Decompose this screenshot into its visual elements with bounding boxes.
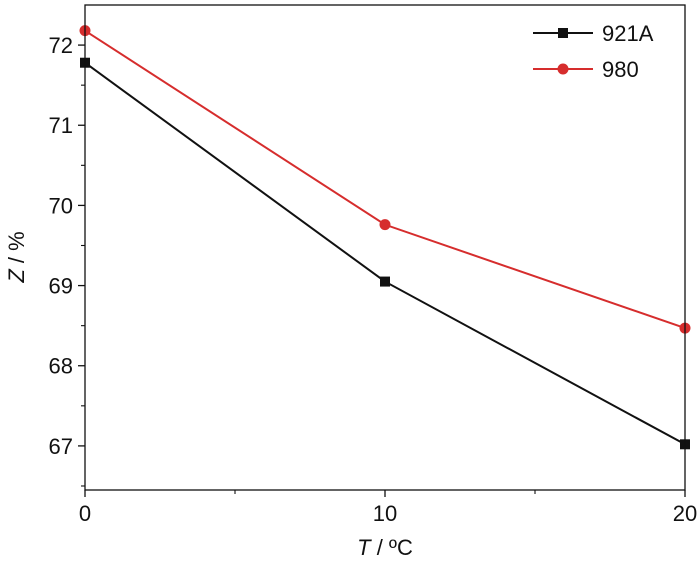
legend-item-980: 980 xyxy=(533,57,639,82)
legend-label: 921A xyxy=(602,21,654,46)
y-tick-label: 70 xyxy=(49,193,73,218)
series-980 xyxy=(79,25,691,334)
minor-ticks xyxy=(81,84,536,494)
y-tick-label: 69 xyxy=(49,274,73,299)
y-axis-unit: / % xyxy=(4,231,29,269)
series-921a xyxy=(80,57,690,450)
y-tick-label: 72 xyxy=(49,33,73,58)
y-axis-title: Z / % xyxy=(4,231,29,283)
legend: 921A 980 xyxy=(533,21,654,82)
y-tick-label: 68 xyxy=(49,354,73,379)
series-921a-line xyxy=(84,61,686,446)
x-tick-label: 20 xyxy=(673,501,697,526)
tick-labels: 0 10 20 67 68 69 70 71 72 xyxy=(49,33,698,526)
y-axis-variable: Z xyxy=(4,268,29,284)
plot-frame xyxy=(84,4,686,491)
y-tick-label: 67 xyxy=(49,434,73,459)
legend-marker-square-icon xyxy=(558,28,568,38)
series-921a-point xyxy=(380,276,390,287)
major-ticks xyxy=(78,44,686,497)
x-axis-title: T / ºC xyxy=(357,535,413,560)
legend-marker-circle-icon xyxy=(557,63,569,75)
legend-item-921a: 921A xyxy=(533,21,654,46)
series-layer xyxy=(79,25,691,450)
x-tick-label: 10 xyxy=(373,501,397,526)
legend-label: 980 xyxy=(602,57,639,82)
x-axis-variable: T xyxy=(357,535,372,560)
series-980-point xyxy=(379,219,391,231)
x-tick-label: 0 xyxy=(79,501,91,526)
x-axis-unit: / ºC xyxy=(371,535,413,560)
y-tick-label: 71 xyxy=(49,113,73,138)
